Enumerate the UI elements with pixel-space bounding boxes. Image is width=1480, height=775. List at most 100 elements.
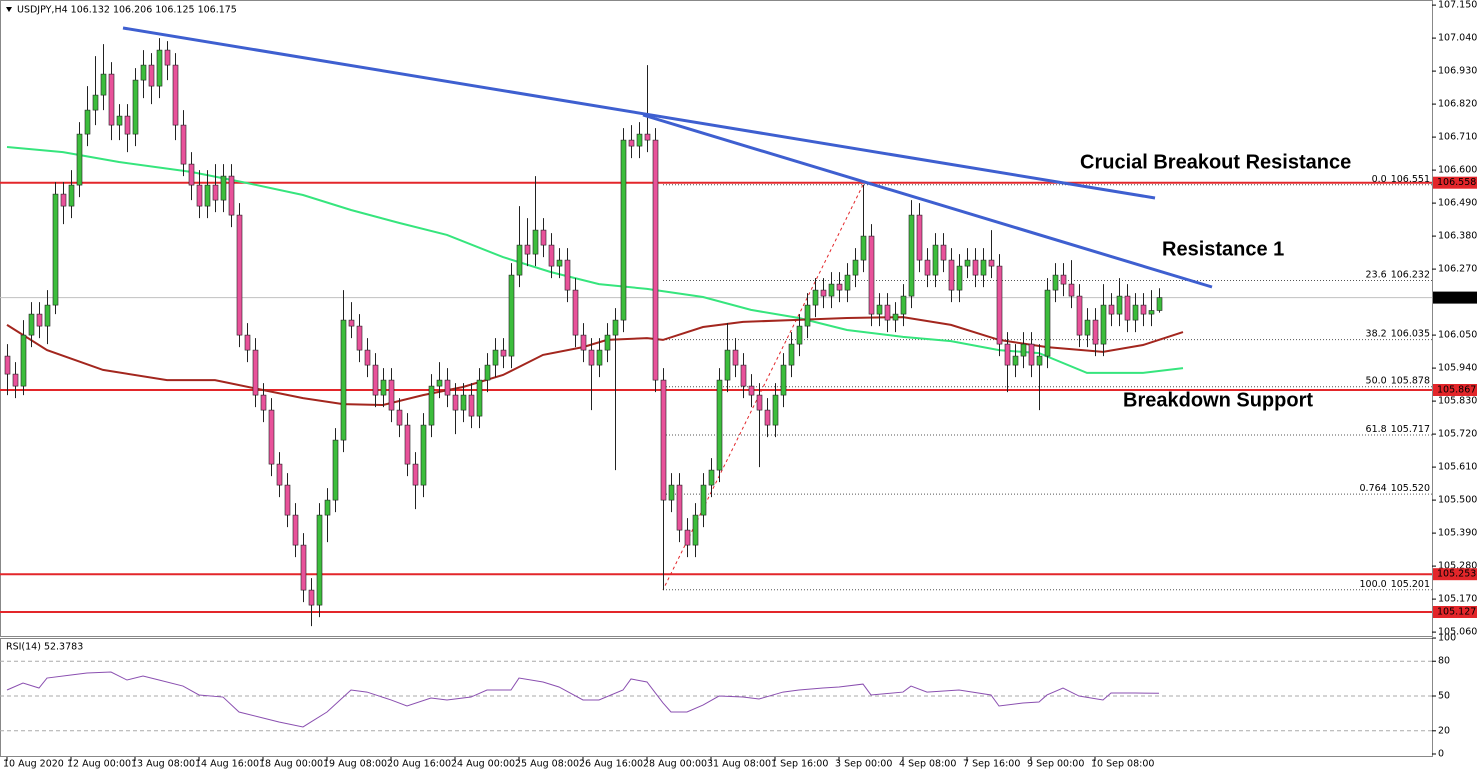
candle-body <box>36 313 43 327</box>
candle-body <box>1100 304 1107 345</box>
y-tick-label: 105.060 <box>1438 627 1477 638</box>
candle-body <box>1044 289 1051 357</box>
candle-body <box>28 313 35 336</box>
candle-body <box>748 385 755 396</box>
candle-body <box>492 349 499 366</box>
candle-body <box>812 289 819 306</box>
candle-body <box>220 175 227 201</box>
x-tick-label: 3 Sep 00:00 <box>835 759 892 770</box>
y-tick-label: 106.490 <box>1438 198 1477 209</box>
candle-body <box>788 343 795 366</box>
main-frame <box>0 0 1433 637</box>
x-tick-label: 13 Aug 08:00 <box>131 759 195 770</box>
level-box <box>1433 606 1477 618</box>
candle-body <box>1092 319 1099 345</box>
candle-body <box>996 265 1003 345</box>
rsi-title: RSI(14) 52.3783 <box>6 642 83 653</box>
moving-average <box>6 316 1184 407</box>
candle-body <box>60 193 67 207</box>
candle-body <box>172 64 179 126</box>
candle-body <box>204 184 211 207</box>
candle-body <box>276 463 283 486</box>
y-tick-label: 0 <box>1438 748 1444 759</box>
y-tick-label: 20 <box>1438 725 1450 736</box>
candle-body <box>188 163 195 186</box>
candle-body <box>4 355 11 375</box>
x-tick-label: 12 Aug 00:00 <box>67 759 131 770</box>
y-tick-label: 106.600 <box>1438 165 1477 176</box>
candle-body <box>436 379 443 387</box>
candle-body <box>1156 297 1163 311</box>
candle-body <box>860 235 867 261</box>
level-label: 105.867 <box>1437 385 1476 396</box>
candle-body <box>620 139 627 321</box>
x-tick-label: 1 Sep 16:00 <box>771 759 828 770</box>
fib-label: 38.2 106.035 <box>1366 328 1430 339</box>
candle-body <box>580 334 587 351</box>
annotation: Resistance 1 <box>1162 238 1284 260</box>
candle-body <box>820 289 827 297</box>
candle-body <box>364 349 371 366</box>
candle-body <box>1116 295 1123 315</box>
candle-body <box>548 244 555 267</box>
candle-body <box>700 484 707 516</box>
annotation: Crucial Breakout Resistance <box>1080 151 1351 173</box>
candle-body <box>324 499 331 516</box>
x-tick-label: 9 Sep 00:00 <box>1027 759 1084 770</box>
x-tick-label: 26 Aug 16:00 <box>579 759 643 770</box>
fib-level: 23.6 <box>1366 269 1387 280</box>
y-tick-label: 106.820 <box>1438 99 1477 110</box>
candle-body <box>780 364 787 396</box>
candle-body <box>316 514 323 606</box>
candle-body <box>420 424 427 486</box>
y-tick-label: 100 <box>1438 633 1456 644</box>
candle-body <box>868 235 875 315</box>
candle-body <box>260 394 267 411</box>
candle-body <box>1132 304 1139 321</box>
candle-body <box>796 325 803 345</box>
candle-body <box>668 484 675 501</box>
candle-body <box>660 379 667 501</box>
fib-level: 100.0 <box>1360 578 1387 589</box>
candle-body <box>460 394 467 411</box>
candle-body <box>852 259 859 276</box>
candle-body <box>292 514 299 546</box>
candle-body <box>724 349 731 381</box>
candle-body <box>308 589 315 606</box>
candle-body <box>612 319 619 336</box>
candle-body <box>332 439 339 501</box>
x-tick-label: 25 Aug 08:00 <box>515 759 579 770</box>
candle-body <box>508 274 515 357</box>
candle-body <box>884 304 891 321</box>
candle-body <box>228 175 235 216</box>
level-label: 106.558 <box>1437 177 1476 188</box>
fib-price: 106.232 <box>1391 269 1430 280</box>
y-tick-label: 80 <box>1438 656 1450 667</box>
y-tick-label: 105.390 <box>1438 528 1477 539</box>
candle-body <box>532 229 539 255</box>
candle-body <box>892 313 899 321</box>
candle-layer <box>4 38 1163 627</box>
x-tick-label: 28 Aug 00:00 <box>643 759 707 770</box>
fib-label: 0.0 106.551 <box>1372 173 1430 184</box>
candle-body <box>100 73 107 96</box>
candle-body <box>596 349 603 366</box>
candle-body <box>684 529 691 546</box>
candle-body <box>604 334 611 351</box>
y-tick-label: 105.720 <box>1438 429 1477 440</box>
candle-body <box>948 259 955 291</box>
candle-body <box>1068 283 1075 297</box>
annotation: Breakdown Support <box>1123 389 1313 411</box>
candle-body <box>628 139 635 147</box>
candle-body <box>404 424 411 465</box>
y-tick-label: 105.500 <box>1438 495 1477 506</box>
candle-body <box>1060 274 1067 285</box>
x-tick-label: 24 Aug 00:00 <box>451 759 515 770</box>
candle-body <box>20 334 27 387</box>
candle-body <box>1004 343 1011 366</box>
fib-price: 105.520 <box>1391 483 1430 494</box>
candle-body <box>716 379 723 471</box>
candle-body <box>396 409 403 426</box>
